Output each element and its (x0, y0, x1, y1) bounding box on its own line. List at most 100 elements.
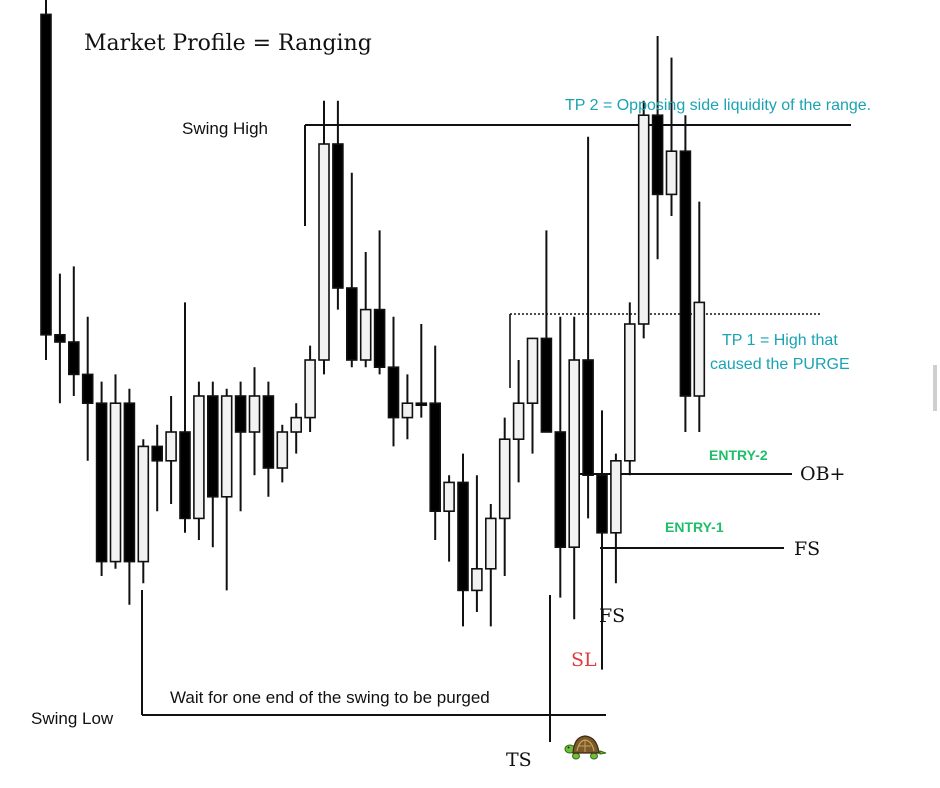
candle (665, 57, 678, 216)
candle-body (693, 301, 706, 397)
candle (304, 345, 316, 432)
candle (207, 381, 219, 548)
candle-body (471, 567, 483, 592)
candle-body (484, 517, 497, 570)
tp1-annotation-line2: caused the PURGE (710, 356, 850, 373)
candle (248, 367, 261, 476)
candle-body (40, 13, 52, 336)
turtle-icon (564, 735, 607, 760)
candle (679, 115, 692, 432)
candle-body (123, 402, 136, 563)
candle-body (387, 366, 400, 419)
candle-body (512, 402, 525, 441)
candle-body (345, 287, 358, 361)
candle (498, 417, 511, 576)
candles (40, 0, 706, 670)
candle-body (151, 445, 163, 462)
candle (693, 201, 706, 432)
candle-body (165, 431, 177, 462)
tp1-annotation-line1: TP 1 = High that (722, 332, 838, 349)
candle-body (207, 395, 219, 498)
candle (179, 302, 191, 533)
candle (54, 273, 66, 404)
candle (651, 36, 664, 260)
sl-label: SL (571, 649, 597, 671)
candle (345, 172, 358, 368)
candle (137, 439, 150, 584)
candle (387, 316, 400, 447)
candle (401, 374, 414, 440)
candle-body (373, 308, 386, 369)
candle-body (68, 341, 80, 376)
candle-body (304, 359, 316, 419)
candle (193, 381, 205, 540)
candle-body (54, 333, 66, 343)
candle (262, 381, 275, 497)
candle-body (415, 402, 428, 407)
candle (290, 403, 303, 454)
candle (568, 316, 581, 620)
candle-body (109, 402, 122, 563)
candle-body (526, 337, 539, 404)
candle (109, 374, 122, 569)
candle (554, 316, 567, 598)
candle (637, 100, 650, 339)
candle (165, 396, 177, 504)
candle (471, 475, 483, 612)
candle (123, 388, 136, 605)
candle (276, 424, 289, 483)
candle (457, 453, 469, 627)
candle (68, 266, 80, 396)
candle-body (359, 308, 372, 361)
candle-body (179, 431, 191, 520)
candle-body (596, 474, 608, 534)
entry1-label: ENTRY-1 (665, 519, 724, 535)
fs-bottom-label: FS (599, 605, 626, 627)
candle (332, 100, 344, 310)
candle-body (234, 395, 247, 433)
candle-body (95, 402, 108, 563)
candle-body (262, 395, 275, 469)
candle-body (623, 323, 636, 462)
edge-mark (933, 365, 937, 411)
candle (610, 453, 622, 584)
fs-right-label: FS (794, 538, 821, 560)
candle-body (429, 402, 442, 513)
tp2-annotation: TP 2 = Opposing side liquidity of the ra… (565, 97, 872, 114)
candle-body (81, 373, 94, 404)
candle (95, 381, 108, 576)
candle (220, 388, 233, 591)
candle-body (610, 459, 622, 534)
candle (540, 230, 553, 433)
ob-plus-label: OB+ (800, 463, 846, 485)
candle-body (276, 431, 289, 469)
candle-body (220, 395, 233, 498)
chart-title: Market Profile = Ranging (84, 31, 372, 56)
candle (81, 316, 94, 461)
candle (484, 504, 497, 627)
candle (443, 475, 455, 562)
candle-body (679, 150, 692, 397)
candle-body (665, 150, 678, 196)
candle-body (457, 481, 469, 592)
ts-label: TS (506, 749, 532, 771)
candle (582, 136, 594, 519)
candle-body (637, 114, 650, 325)
candle-body (290, 416, 303, 433)
candle (373, 230, 386, 375)
candle (234, 381, 247, 512)
candle (526, 337, 539, 454)
candle (40, 0, 52, 360)
candle-body (568, 359, 581, 548)
candle-body (248, 395, 261, 433)
candle (429, 345, 442, 540)
candle-body (582, 359, 594, 476)
candle (151, 424, 163, 512)
candle-body (498, 438, 511, 520)
candle-body (554, 431, 567, 548)
candle-body (540, 337, 553, 433)
candle (359, 252, 372, 368)
candle-body (318, 143, 330, 361)
